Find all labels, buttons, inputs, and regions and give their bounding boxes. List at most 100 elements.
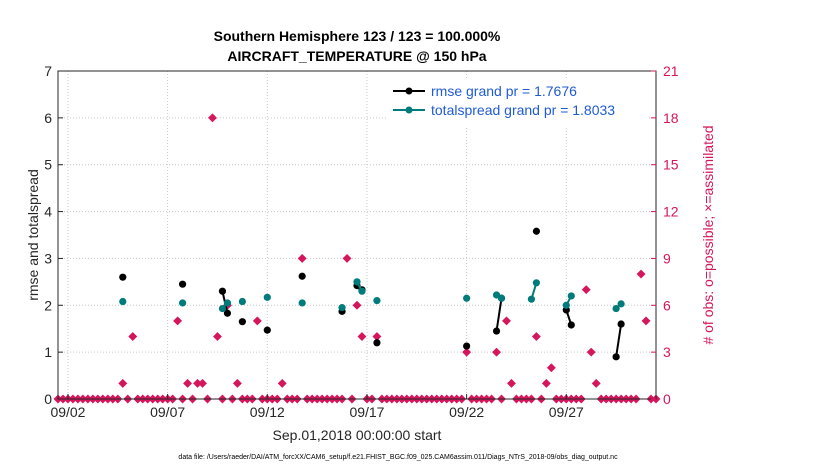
plot-area-frame [57, 70, 657, 400]
y-right-axis-ticks: 0 3 6 9 12 15 18 21 [651, 63, 679, 407]
chart-title-line2: AIRCRAFT_TEMPERATURE @ 150 hPa [227, 48, 486, 64]
obs-count-marker [183, 378, 193, 388]
spread-point [567, 292, 575, 300]
obs-count-marker [277, 378, 287, 388]
y-left-tick-label: 1 [44, 344, 52, 360]
rmse-point [263, 326, 271, 334]
legend: rmse grand pr = 1.7676 totalspread grand… [386, 78, 648, 126]
obs-count-marker [546, 363, 556, 373]
obs-count-marker [128, 331, 138, 342]
rmse-point [218, 287, 227, 295]
spread-point [617, 300, 625, 308]
legend-spread-marker [405, 106, 413, 114]
obs-count-marker [173, 316, 183, 326]
obs-count-marker [232, 378, 242, 388]
data-file-footnote: data file: /Users/raeder/DAI/ATM_forcXX/… [178, 454, 618, 461]
obs-count-marker [462, 347, 472, 357]
spread-point [562, 301, 570, 309]
y-left-tick-label: 6 [44, 110, 52, 126]
y-right-axis-label: # of obs: o=possible; ×=assimilated [700, 125, 716, 344]
x-tick-label: 09/07 [150, 404, 185, 420]
rmse-segment [615, 323, 623, 357]
x-tick-label: 09/12 [250, 404, 285, 420]
x-tick-label: 09/17 [349, 404, 384, 420]
spread-point [497, 294, 506, 302]
rmse-point [492, 327, 501, 335]
x-tick-label: 09/02 [50, 404, 85, 420]
rmse-segment [495, 298, 503, 332]
y-left-tick-label: 3 [44, 250, 52, 266]
y-right-tick-label: 21 [663, 63, 679, 79]
y-left-tick-label: 4 [44, 204, 52, 220]
spread-point [612, 304, 620, 313]
legend-box [386, 78, 648, 126]
obs-count-marker [357, 331, 367, 342]
obs-count-marker [581, 285, 591, 295]
legend-spread-label: totalspread grand pr = 1.8033 [431, 102, 615, 118]
x-axis-label: Sep.01,2018 00:00:00 start [273, 427, 442, 443]
obs-count-marker [636, 269, 646, 279]
rmse-point [238, 318, 246, 326]
y-left-axis-label: rmse and totalspread [25, 169, 41, 301]
spread-point [263, 293, 271, 301]
obs-count-marker [212, 331, 223, 342]
rmse-point [178, 280, 187, 288]
y-right-tick-label: 12 [663, 204, 679, 220]
rmse-point [373, 339, 381, 347]
y-right-tick-label: 0 [663, 391, 671, 407]
obs-count-marker [352, 300, 362, 310]
legend-rmse-marker [405, 87, 413, 95]
obs-count-marker [501, 316, 512, 326]
obs-count-marker [197, 378, 208, 388]
spread-point [532, 279, 541, 287]
rmse-point [532, 227, 541, 235]
obs-count-marker [207, 113, 218, 123]
y-right-tick-label: 3 [663, 344, 671, 360]
rmse-point [567, 321, 575, 329]
spread-point [218, 304, 227, 313]
rmse-point [617, 320, 625, 328]
spread-point [527, 295, 536, 303]
y-left-tick-label: 0 [44, 391, 52, 407]
spread-point [358, 287, 366, 295]
spread-point [353, 278, 361, 286]
obs-count-marker [297, 253, 307, 263]
spread-point [178, 299, 187, 307]
spread-point [373, 297, 381, 305]
x-tick-label: 09/22 [449, 404, 484, 420]
obs-count-marker [506, 378, 517, 388]
spread-point [119, 297, 127, 306]
y-left-tick-label: 7 [44, 63, 52, 79]
y-left-tick-label: 5 [44, 157, 52, 173]
obs-count-marker [591, 378, 601, 388]
rmse-point [223, 309, 232, 317]
obs-count-marker [586, 347, 596, 357]
x-axis-ticks: 09/02 09/07 09/12 09/17 09/22 09/27 [50, 394, 584, 420]
obs-count-marker [252, 316, 262, 326]
y-left-axis-ticks: 0 1 2 3 4 5 6 7 [44, 63, 63, 407]
y-left-tick-label: 2 [44, 297, 52, 313]
y-right-tick-label: 6 [663, 297, 671, 313]
obs-count-marker [641, 316, 651, 326]
chart-title-line1: Southern Hemisphere 123 / 123 = 100.000% [214, 28, 501, 44]
data-series [119, 227, 625, 361]
obs-count-marker [342, 253, 352, 263]
x-tick-label: 09/27 [549, 404, 584, 420]
y-right-tick-label: 9 [663, 250, 671, 266]
spread-point [338, 304, 346, 312]
spread-point [238, 297, 246, 306]
spread-point [223, 299, 232, 307]
y-right-tick-label: 18 [663, 110, 679, 126]
obs-count-marker [541, 378, 551, 388]
rmse-point [463, 342, 471, 350]
obs-count-marker [531, 331, 541, 342]
obs-count-marker [491, 347, 502, 357]
legend-rmse-label: rmse grand pr = 1.7676 [431, 83, 577, 99]
spread-point [463, 294, 471, 302]
rmse-point [298, 272, 306, 280]
rmse-point [612, 353, 620, 361]
y-right-tick-label: 15 [663, 157, 679, 173]
obs-count-marker [118, 378, 128, 388]
obs-count-markers [53, 113, 661, 404]
